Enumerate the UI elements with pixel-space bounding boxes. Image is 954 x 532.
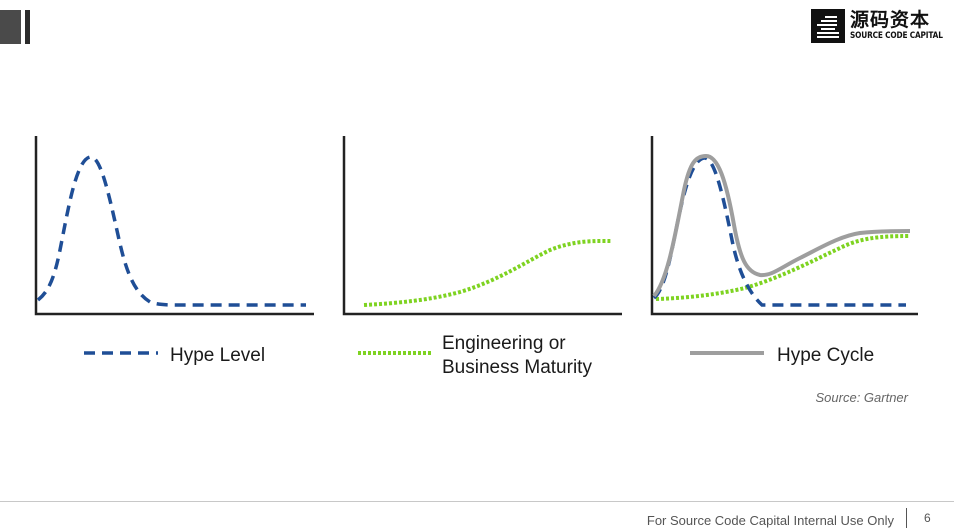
panel-1-axes — [34, 136, 314, 316]
panel-3-axes — [650, 136, 918, 316]
footer-separator — [906, 508, 907, 528]
header-accent-block — [0, 10, 21, 44]
legend-label-hype-level: Hype Level — [170, 345, 265, 366]
maturity-curve-overlay — [655, 234, 911, 301]
source-code-capital-logo: 源码资本 SOURCE CODE CAPITAL — [811, 9, 954, 43]
source-citation: Source: Gartner — [815, 390, 909, 405]
logo-chinese-name: 源码资本 — [850, 9, 931, 31]
hype-cycle-curve — [652, 153, 911, 298]
footer-divider — [0, 501, 954, 502]
hype-level-curve — [36, 155, 306, 307]
page-number: 6 — [924, 511, 931, 525]
legend-label-maturity-line-2: Business Maturity — [442, 357, 592, 378]
hype-cycle-diagram: Hype Level Engineering or Business Matur… — [34, 136, 918, 378]
panel-maturity: Engineering or Business Maturity — [342, 136, 622, 378]
panel-hype-cycle: Hype Cycle — [650, 136, 918, 366]
logo-mark-icon — [811, 9, 845, 43]
maturity-curve — [363, 238, 613, 307]
panel-2-axes — [342, 136, 622, 316]
logo-english-name: SOURCE CODE CAPITAL — [850, 31, 943, 41]
legend-label-hype-cycle: Hype Cycle — [777, 345, 874, 366]
footer-confidentiality-note: For Source Code Capital Internal Use Onl… — [646, 513, 894, 528]
header-accent-line — [25, 10, 30, 44]
panel-hype-level: Hype Level — [34, 136, 314, 366]
legend-label-maturity-line-1: Engineering or — [442, 333, 566, 354]
